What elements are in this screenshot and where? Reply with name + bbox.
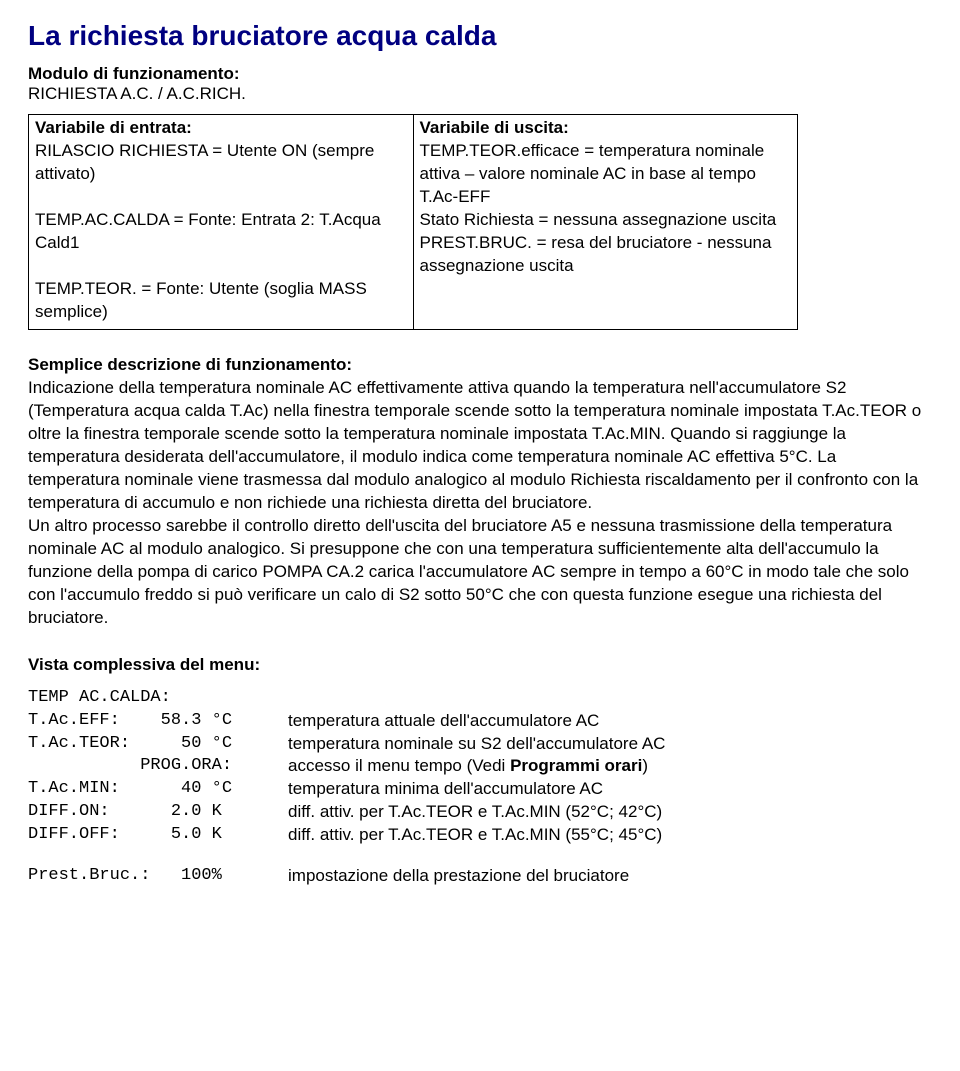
- variables-table: Variabile di entrata: RILASCIO RICHIESTA…: [28, 114, 798, 330]
- menu-right-text: accesso il menu tempo (Vedi: [288, 756, 510, 775]
- input-variable-cell: Variabile di entrata: RILASCIO RICHIESTA…: [29, 115, 414, 330]
- output-var-head: Variabile di uscita:: [420, 118, 569, 137]
- menu-left: T.Ac.MIN: 40 °C: [28, 778, 288, 801]
- menu-right: [288, 687, 665, 710]
- menu-right: temperatura attuale dell'accumulatore AC: [288, 710, 665, 733]
- page-title: La richiesta bruciatore acqua calda: [28, 20, 932, 52]
- module-line: Modulo di funzionamento: RICHIESTA A.C. …: [28, 64, 932, 104]
- menu-right: diff. attiv. per T.Ac.TEOR e T.Ac.MIN (5…: [288, 824, 665, 847]
- description-head: Semplice descrizione di funzionamento:: [28, 355, 352, 374]
- menu-left: Prest.Bruc.: 100%: [28, 865, 288, 888]
- menu-right-text: ): [642, 756, 648, 775]
- description-block: Semplice descrizione di funzionamento: I…: [28, 354, 932, 629]
- menu-left: T.Ac.TEOR: 50 °C: [28, 733, 288, 756]
- output-var-line: PREST.BRUC. = resa del bruciatore - ness…: [420, 233, 772, 275]
- menu-left: PROG.ORA:: [28, 755, 288, 778]
- menu-head: Vista complessiva del menu:: [28, 654, 932, 677]
- input-var-line: TEMP.TEOR. = Fonte: Utente (soglia MASS …: [35, 279, 367, 321]
- menu-table: TEMP AC.CALDA: T.Ac.EFF: 58.3 °C tempera…: [28, 687, 665, 889]
- input-var-line: TEMP.AC.CALDA = Fonte: Entrata 2: T.Acqu…: [35, 210, 381, 252]
- menu-right: temperatura minima dell'accumulatore AC: [288, 778, 665, 801]
- subhead-value: RICHIESTA A.C. / A.C.RICH.: [28, 84, 246, 103]
- menu-left: DIFF.ON: 2.0 K: [28, 801, 288, 824]
- menu-left: TEMP AC.CALDA:: [28, 687, 288, 710]
- menu-right: impostazione della prestazione del bruci…: [288, 865, 665, 888]
- subhead-label: Modulo di funzionamento:: [28, 64, 240, 83]
- output-variable-cell: Variabile di uscita: TEMP.TEOR.efficace …: [413, 115, 798, 330]
- input-var-line: RILASCIO RICHIESTA = Utente ON (sempre a…: [35, 141, 374, 183]
- menu-left: T.Ac.EFF: 58.3 °C: [28, 710, 288, 733]
- menu-right-bold: Programmi orari: [510, 756, 642, 775]
- menu-right: accesso il menu tempo (Vedi Programmi or…: [288, 755, 665, 778]
- input-var-head: Variabile di entrata:: [35, 118, 192, 137]
- menu-left: DIFF.OFF: 5.0 K: [28, 824, 288, 847]
- menu-right: temperatura nominale su S2 dell'accumula…: [288, 733, 665, 756]
- description-p1: Indicazione della temperatura nominale A…: [28, 378, 921, 512]
- output-var-line: TEMP.TEOR.efficace = temperatura nominal…: [420, 141, 765, 206]
- menu-right: diff. attiv. per T.Ac.TEOR e T.Ac.MIN (5…: [288, 801, 665, 824]
- output-var-line: Stato Richiesta = nessuna assegnazione u…: [420, 210, 777, 229]
- description-p2: Un altro processo sarebbe il controllo d…: [28, 516, 909, 627]
